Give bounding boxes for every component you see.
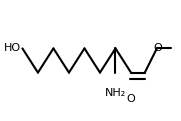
Text: O: O bbox=[153, 43, 162, 53]
Text: NH₂: NH₂ bbox=[105, 88, 126, 98]
Text: O: O bbox=[127, 94, 135, 104]
Text: HO: HO bbox=[3, 43, 21, 53]
